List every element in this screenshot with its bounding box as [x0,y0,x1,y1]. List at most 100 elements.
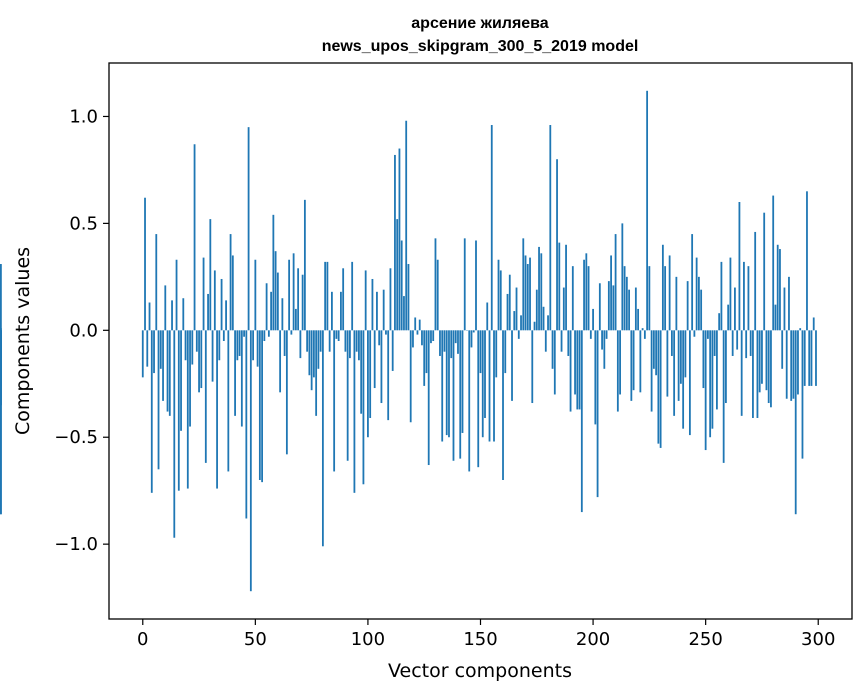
bar-81 [324,261,327,331]
bar-130 [434,238,437,331]
bar-116 [403,296,405,331]
bar-255 [716,330,718,410]
bar-231 [661,244,664,331]
bar-19 [184,330,187,361]
bar-70 [299,330,302,359]
bar-270 [749,330,752,356]
bar-68 [294,308,297,331]
bar-249 [702,330,705,389]
bar-77 [315,330,318,416]
x-tick-label: 0 [137,629,148,650]
bar-146 [470,330,473,348]
bar-84 [331,291,333,331]
bar-122 [416,330,419,335]
bar-214 [623,266,626,331]
bar-8 [159,330,162,369]
chart-subtitle: news_upos_skipgram_300_5_2019 model [322,38,639,55]
bar-184 [556,159,558,331]
bar-292 [799,328,802,331]
bar-269 [747,266,750,331]
bar-23 [193,144,196,331]
bar-213 [621,223,624,331]
bar-221 [639,330,642,393]
bar-138 [452,330,455,461]
bar-196 [583,259,585,331]
bar-67 [292,253,295,331]
bar-166 [515,287,518,331]
bar-58 [272,214,275,331]
bar-6 [155,234,158,331]
bar-151 [481,330,484,438]
bar-308 [0,328,2,331]
bar-10 [164,285,167,331]
bar-120 [412,330,414,348]
bar-2 [146,330,149,367]
bar-98 [362,330,365,485]
bar-191 [571,266,574,331]
bar-44 [240,330,243,427]
bar-111 [391,330,394,371]
bar-96 [358,330,360,361]
bar-24 [195,330,198,352]
bar-89 [342,268,345,331]
bar-237 [675,276,678,331]
bar-93 [351,261,354,331]
bar-268 [745,330,748,359]
bar-42 [236,330,239,361]
bar-57 [270,291,273,331]
bar-56 [267,330,270,337]
bar-289 [792,330,795,399]
bar-180 [547,315,549,331]
bar-169 [522,238,525,331]
bar-226 [650,330,653,412]
bar-284 [781,330,784,369]
bar-1 [144,197,146,331]
bar-246 [695,257,698,331]
bar-142 [461,330,464,433]
bar-13 [171,300,173,331]
bar-11 [166,330,169,412]
y-axis-ticks: −1.0 −0.5 0.0 0.5 1.0 [54,106,109,555]
bar-253 [711,330,714,429]
bar-161 [504,330,507,374]
bar-194 [578,330,581,410]
bar-78 [317,330,320,369]
bar-133 [441,330,444,442]
bar-147 [472,330,475,333]
bar-102 [371,278,374,331]
bar-159 [499,270,502,331]
bar-36 [222,330,225,341]
bar-199 [589,330,592,339]
y-tick-label: −0.5 [54,427,98,448]
bar-283 [779,249,781,331]
bar-266 [740,330,743,416]
bar-235 [670,330,673,356]
bar-307 [0,330,2,515]
bar-76 [312,330,315,378]
bar-129 [432,330,435,341]
bar-296 [808,330,811,386]
bar-185 [558,242,561,331]
bar-247 [698,276,700,331]
bar-285 [783,287,786,331]
bar-276 [763,212,766,331]
bar-223 [643,330,646,339]
bar-27 [202,257,205,331]
bar-183 [553,330,556,395]
y-tick-label: −1.0 [54,534,98,555]
bar-82 [326,261,329,331]
bar-105 [378,330,381,346]
bar-48 [249,330,252,592]
bar-242 [686,281,689,331]
bar-290 [794,330,797,515]
bar-193 [576,330,579,410]
bar-298 [812,317,815,331]
bar-251 [707,330,709,339]
bar-22 [191,330,194,365]
bar-64 [285,330,288,455]
bar-0 [141,330,144,378]
bar-271 [752,330,754,418]
bar-88 [340,291,342,331]
bar-50 [254,259,257,331]
bar-200 [592,308,594,331]
